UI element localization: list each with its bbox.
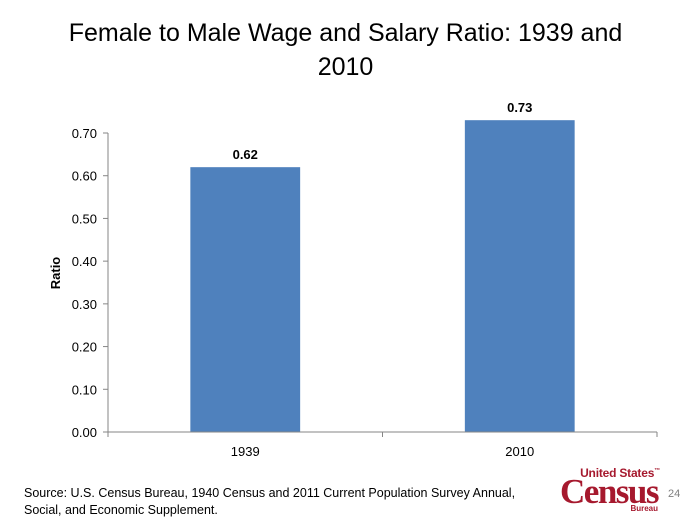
y-axis-label: Ratio	[48, 257, 63, 290]
page-number: 24	[668, 488, 681, 500]
logo-bottom-text: Bureau	[630, 504, 658, 513]
y-tick-label: 0.20	[72, 340, 97, 355]
x-axis: 1939 2010	[107, 431, 658, 459]
y-tick-label: 0.70	[72, 126, 97, 141]
y-tick-label: 0.40	[72, 254, 97, 269]
chart-title: Female to Male Wage and Salary Ratio: 19…	[68, 19, 623, 81]
logo-main-text: Census	[560, 472, 659, 511]
x-tick-label: 2010	[505, 444, 534, 459]
data-label-1939: 0.62	[233, 147, 258, 162]
bar-chart: 0.00 0.10 0.20 0.30 0.40 0.50 0.60 0.70 0.62 0.7…	[48, 100, 658, 459]
y-tick-label: 0.00	[72, 425, 97, 440]
y-tick-label: 0.60	[72, 169, 97, 184]
y-tick-label: 0.30	[72, 297, 97, 312]
bars-group: 0.62 0.73	[190, 100, 575, 432]
bar-2010	[464, 120, 575, 432]
data-label-2010: 0.73	[507, 100, 532, 115]
census-bureau-logo: United States™ Census Bureau	[548, 466, 660, 516]
y-tick-label: 0.10	[72, 382, 97, 397]
y-tick-label: 0.50	[72, 211, 97, 226]
logo-top-text: United States™	[580, 466, 660, 480]
x-tick-label: 1939	[231, 444, 260, 459]
source-note: Source: U.S. Census Bureau, 1940 Census …	[24, 486, 516, 517]
bar-1939	[190, 167, 301, 432]
y-axis: 0.00 0.10 0.20 0.30 0.40 0.50 0.60 0.70	[72, 126, 109, 440]
